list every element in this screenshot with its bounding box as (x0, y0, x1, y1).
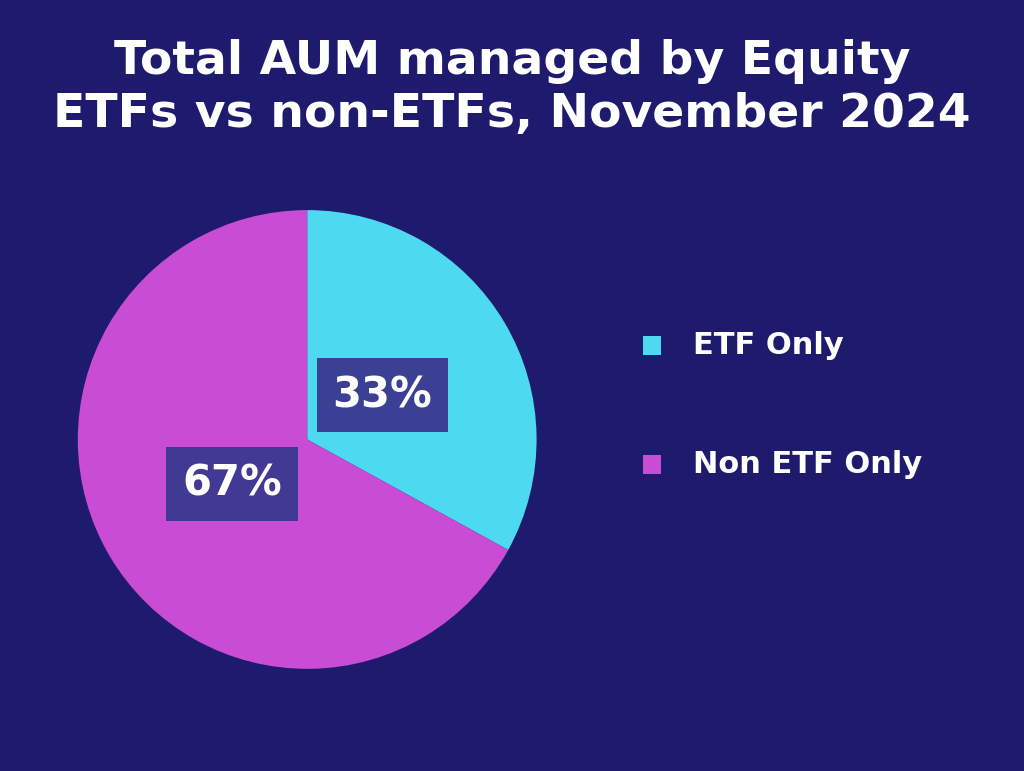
Wedge shape (78, 210, 508, 669)
Text: 67%: 67% (182, 463, 282, 505)
Text: ETF Only: ETF Only (693, 331, 844, 360)
Text: 33%: 33% (333, 374, 432, 416)
Text: Non ETF Only: Non ETF Only (693, 449, 923, 479)
Bar (643, 455, 660, 473)
Wedge shape (307, 210, 537, 550)
Text: Total AUM managed by Equity
ETFs vs non-ETFs, November 2024: Total AUM managed by Equity ETFs vs non-… (53, 39, 971, 137)
Bar (643, 336, 660, 355)
